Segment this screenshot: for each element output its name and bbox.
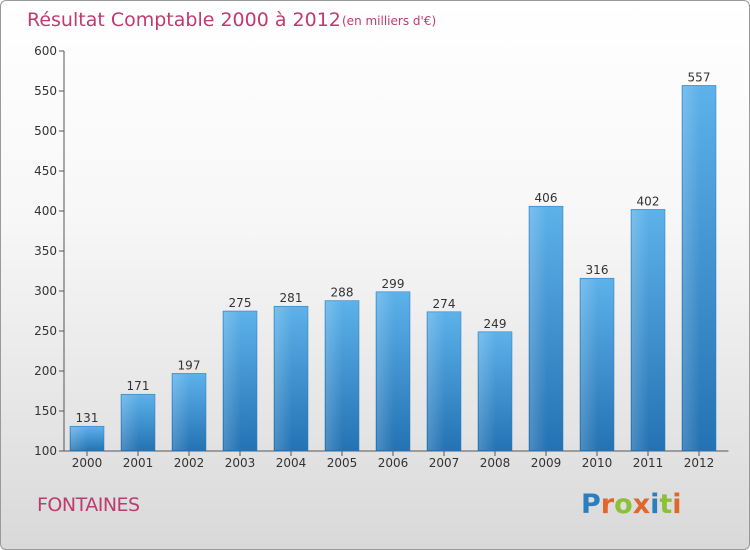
y-tick-label: 600 xyxy=(34,44,57,58)
data-label: 316 xyxy=(586,263,609,277)
logo-letter: t xyxy=(659,489,673,520)
x-tick-label: 2005 xyxy=(327,456,358,470)
bar-highlight xyxy=(71,427,88,450)
bar-highlight xyxy=(275,307,292,450)
x-tick-label: 2001 xyxy=(123,456,154,470)
bar-highlight xyxy=(479,332,496,450)
x-tick-label: 2003 xyxy=(225,456,256,470)
bar-highlight xyxy=(326,301,343,450)
bar-highlight xyxy=(428,312,445,450)
y-tick-label: 550 xyxy=(34,84,57,98)
logo-letter: x xyxy=(632,489,651,520)
bar-highlight xyxy=(173,374,190,450)
data-label: 402 xyxy=(637,194,660,208)
y-tick-label: 200 xyxy=(34,364,57,378)
data-label: 557 xyxy=(688,70,711,84)
x-tick-label: 2007 xyxy=(429,456,460,470)
logo-letter: P xyxy=(581,489,601,520)
data-label: 131 xyxy=(76,411,99,425)
data-label: 275 xyxy=(229,296,252,310)
x-tick-label: 2002 xyxy=(174,456,205,470)
bar-highlight xyxy=(632,210,649,450)
commune-name: FONTAINES xyxy=(37,494,140,516)
data-label: 288 xyxy=(331,286,354,300)
chart-title: Résultat Comptable 2000 à 2012 xyxy=(27,9,341,31)
x-tick-label: 2009 xyxy=(531,456,562,470)
y-tick-label: 500 xyxy=(34,124,57,138)
data-label: 171 xyxy=(127,379,150,393)
bar-highlight xyxy=(581,279,598,450)
bar-highlight xyxy=(224,312,241,450)
bar-highlight xyxy=(683,86,700,451)
data-label: 299 xyxy=(382,277,405,291)
y-tick-label: 300 xyxy=(34,284,57,298)
x-tick-label: 2008 xyxy=(480,456,511,470)
x-tick-label: 2000 xyxy=(72,456,103,470)
x-tick-label: 2006 xyxy=(378,456,409,470)
y-tick-label: 400 xyxy=(34,204,57,218)
data-label: 406 xyxy=(535,191,558,205)
y-tick-label: 150 xyxy=(34,404,57,418)
chart-subtitle: (en milliers d'€) xyxy=(342,14,437,28)
x-tick-label: 2012 xyxy=(684,456,715,470)
data-label: 197 xyxy=(178,358,201,372)
logo-letter: r xyxy=(600,489,615,520)
x-tick-label: 2004 xyxy=(276,456,307,470)
y-tick-label: 350 xyxy=(34,244,57,258)
y-tick-label: 100 xyxy=(34,444,57,458)
logo-letter: i xyxy=(672,489,682,520)
y-tick-label: 250 xyxy=(34,324,57,338)
proxiti-logo: Proxiti xyxy=(581,489,682,520)
x-tick-label: 2010 xyxy=(582,456,613,470)
logo-letter: i xyxy=(650,489,660,520)
bar-highlight xyxy=(377,292,394,450)
data-label: 281 xyxy=(280,291,303,305)
bar-highlight xyxy=(530,207,547,450)
bar-highlight xyxy=(122,395,139,450)
logo-letter: o xyxy=(614,489,633,520)
data-label: 249 xyxy=(484,317,507,331)
data-label: 274 xyxy=(433,297,456,311)
x-tick-label: 2011 xyxy=(633,456,664,470)
y-tick-label: 450 xyxy=(34,164,57,178)
